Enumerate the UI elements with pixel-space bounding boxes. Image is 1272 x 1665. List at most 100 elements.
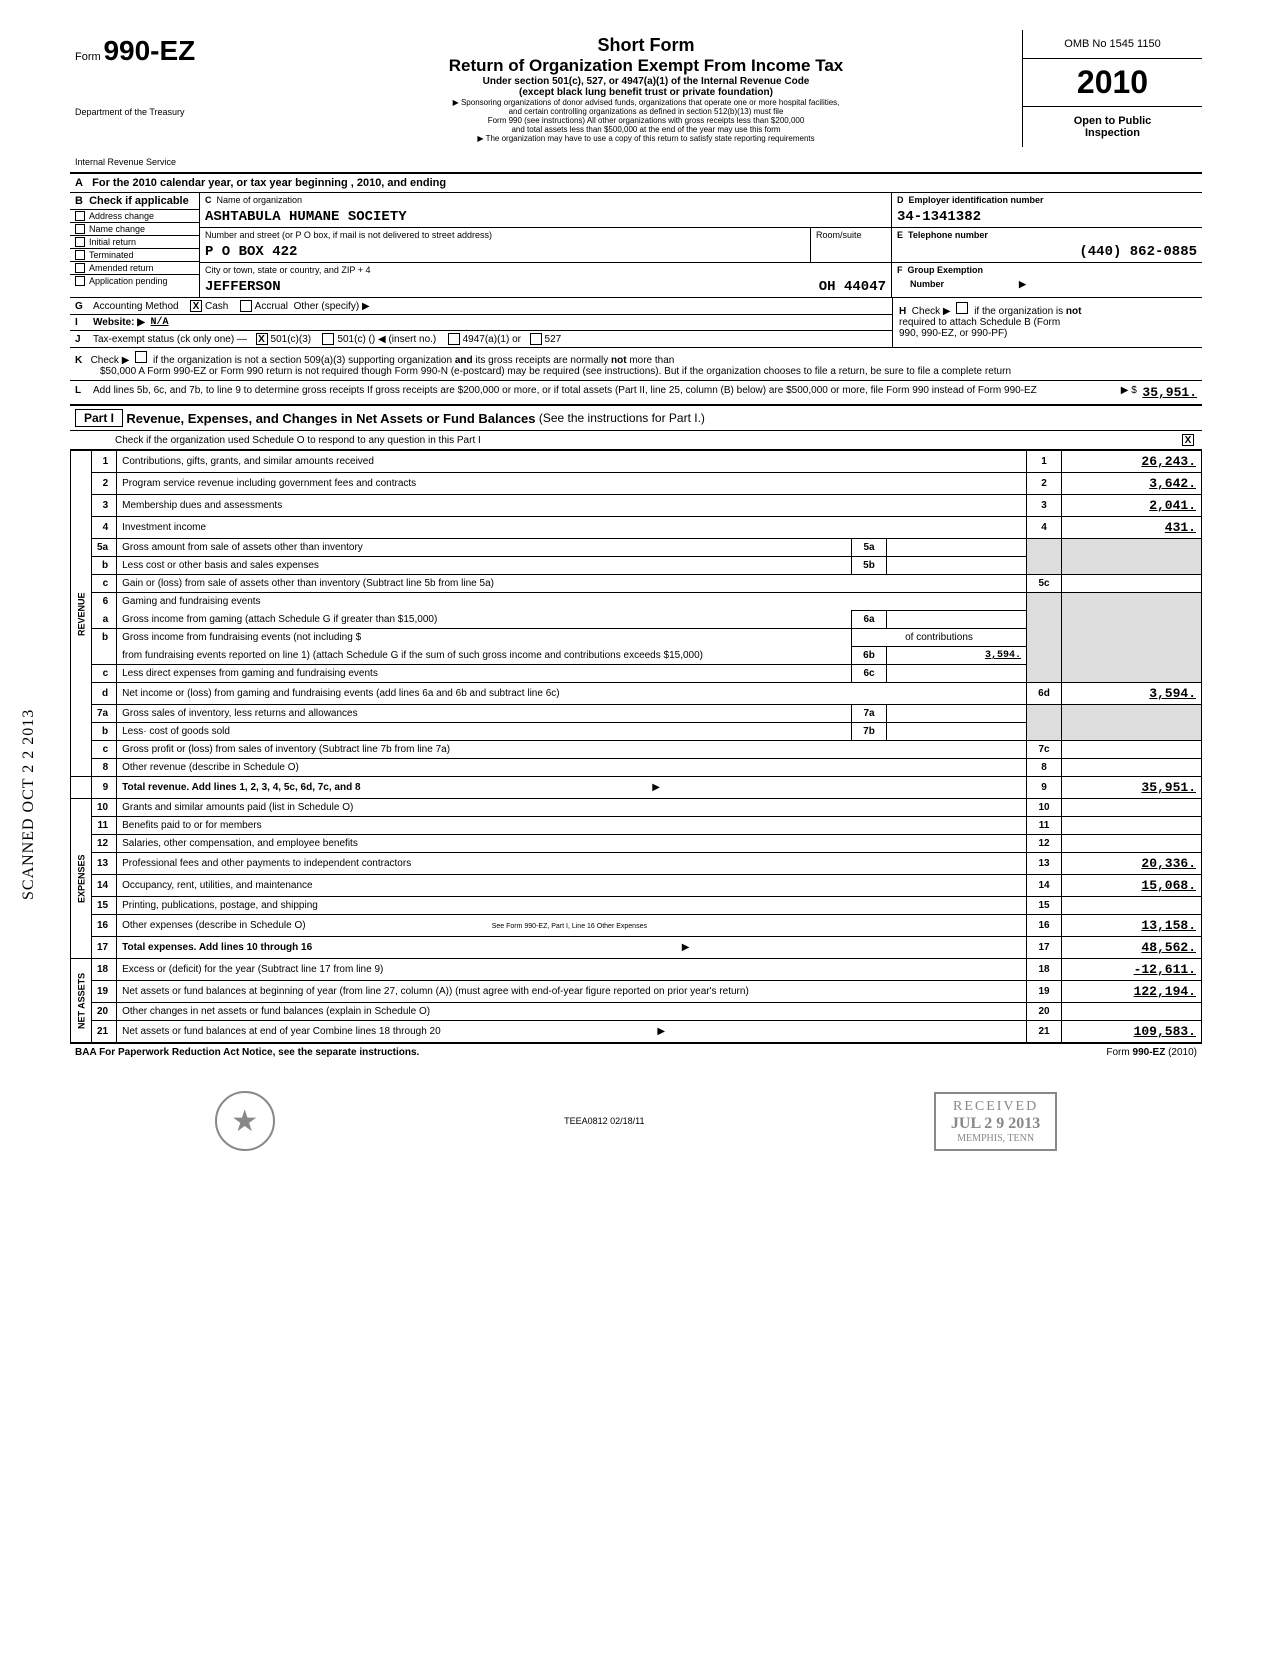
line-13-box: 13 xyxy=(1027,853,1062,875)
line-5a-box: 5a xyxy=(852,539,887,557)
line-16-note: See Form 990-EZ, Part I, Line 16 Other E… xyxy=(492,923,647,930)
shaded-6a xyxy=(1027,611,1062,629)
tax-year: 2010 xyxy=(1077,64,1148,100)
row-a: A For the 2010 calendar year, or tax yea… xyxy=(70,174,1202,193)
line-2-box: 2 xyxy=(1027,473,1062,495)
line-7a-num: 7a xyxy=(92,705,117,723)
initial-label: Initial return xyxy=(89,237,136,247)
line-11-desc: Benefits paid to or for members xyxy=(117,817,1027,835)
shaded-5a xyxy=(1027,539,1062,557)
shaded-6b1-amt xyxy=(1062,629,1202,647)
checkbox-amended[interactable] xyxy=(75,263,85,273)
line-16-desc: Other expenses (describe in Schedule O) xyxy=(122,920,305,931)
checkbox-pending[interactable] xyxy=(75,276,85,286)
accrual-label: Accrual xyxy=(255,301,288,312)
checkbox-name-change[interactable] xyxy=(75,224,85,234)
checkbox-accrual[interactable] xyxy=(240,300,252,312)
checkbox-4947[interactable] xyxy=(448,333,460,345)
checkbox-527[interactable] xyxy=(530,333,542,345)
website-value: N/A xyxy=(151,317,169,328)
shaded-5b-amt xyxy=(1062,557,1202,575)
line-9-arrow: ▶ xyxy=(652,782,660,793)
line-6a-desc: Gross income from gaming (attach Schedul… xyxy=(117,611,852,629)
line-6b-desc2: of contributions xyxy=(852,629,1027,647)
line-21-arrow: ▶ xyxy=(657,1026,665,1037)
line-3-box: 3 xyxy=(1027,495,1062,517)
line-11-amt xyxy=(1062,817,1202,835)
name-change-label: Name change xyxy=(89,224,145,234)
irs-label: Internal Revenue Service xyxy=(75,157,265,167)
row-k: K Check ▶ if the organization is not a s… xyxy=(70,348,1202,381)
checkbox-k[interactable] xyxy=(135,351,147,363)
line-17-desc: Total expenses. Add lines 10 through 16 xyxy=(122,942,312,953)
k-check: Check ▶ xyxy=(91,355,130,366)
number-label: Number xyxy=(910,279,944,289)
open-public: Open to Public xyxy=(1031,115,1194,127)
line-5a-num: 5a xyxy=(92,539,117,557)
line-6a-mid-amt xyxy=(887,611,1027,629)
website-label: Website: ▶ xyxy=(93,317,145,328)
line-18-box: 18 xyxy=(1027,959,1062,981)
assets-note: and total assets less than $500,000 at t… xyxy=(280,125,1012,134)
shaded-6c xyxy=(1027,665,1062,683)
line-14-box: 14 xyxy=(1027,875,1062,897)
checkbox-addr-change[interactable] xyxy=(75,211,85,221)
h-req2: 990, 990-EZ, or 990-PF) xyxy=(899,328,1007,339)
state-zip: OH 44047 xyxy=(814,277,891,297)
checkbox-initial[interactable] xyxy=(75,237,85,247)
shaded-6c-amt xyxy=(1062,665,1202,683)
checkbox-cash[interactable]: X xyxy=(190,300,202,312)
k-not: not xyxy=(611,355,627,366)
section-bf: B Check if applicable Address change Nam… xyxy=(70,193,1202,298)
l-amount: 35,951. xyxy=(1142,385,1197,400)
checkbox-h[interactable] xyxy=(956,302,968,314)
line-12-box: 12 xyxy=(1027,835,1062,853)
pending-label: Application pending xyxy=(89,276,168,286)
shaded-7a-amt xyxy=(1062,705,1202,723)
line-20-desc: Other changes in net assets or fund bala… xyxy=(117,1003,1027,1021)
line-9-desc: Total revenue. Add lines 1, 2, 3, 4, 5c,… xyxy=(122,782,360,793)
h-check-label: Check ▶ xyxy=(912,306,951,317)
except-trust: (except black lung benefit trust or priv… xyxy=(280,87,1012,98)
shaded-7b xyxy=(1027,723,1062,741)
line-6b-box: 6b xyxy=(852,647,887,665)
addr-change-label: Address change xyxy=(89,211,154,221)
line-6d-desc: Net income or (loss) from gaming and fun… xyxy=(117,683,1027,705)
line-11-num: 11 xyxy=(92,817,117,835)
h-not: not xyxy=(1066,306,1082,317)
ein-label: Employer identification number xyxy=(909,195,1044,205)
line-14-desc: Occupancy, rent, utilities, and maintena… xyxy=(117,875,1027,897)
line-2-amt: 3,642. xyxy=(1062,473,1202,495)
checkbox-501c3[interactable]: X xyxy=(256,333,268,345)
insert-label: ) ◀ (insert no.) xyxy=(372,334,436,345)
line-17-amt: 48,562. xyxy=(1062,937,1202,959)
line-14-num: 14 xyxy=(92,875,117,897)
baa-text: BAA For Paperwork Reduction Act Notice, … xyxy=(75,1047,419,1058)
shaded-6a-amt xyxy=(1062,611,1202,629)
h-text: if the organization is xyxy=(974,306,1063,317)
a1-label: 4947(a)(1) or xyxy=(463,334,521,345)
calendar-year-text: For the 2010 calendar year, or tax year … xyxy=(92,177,446,189)
part-i-label: Part I xyxy=(75,409,123,427)
line-16-amt: 13,158. xyxy=(1062,915,1202,937)
line-7b-num: b xyxy=(92,723,117,741)
received-stamp: RECEIVED JUL 2 9 2013 MEMPHIS, TENN xyxy=(934,1092,1057,1151)
line-8-num: 8 xyxy=(92,759,117,777)
letter-j: J xyxy=(75,334,93,345)
line-21-box: 21 xyxy=(1027,1021,1062,1043)
checkbox-501c[interactable] xyxy=(322,333,334,345)
dept-treasury: Department of the Treasury xyxy=(75,107,265,117)
line-1-box: 1 xyxy=(1027,451,1062,473)
room-label: Room/suite xyxy=(811,228,891,242)
memphis-text: MEMPHIS, TENN xyxy=(951,1133,1040,1144)
checkbox-terminated[interactable] xyxy=(75,250,85,260)
checkbox-sched-o[interactable]: X xyxy=(1182,434,1194,446)
line-19-box: 19 xyxy=(1027,981,1062,1003)
letter-e: E xyxy=(897,230,903,240)
line-6c-mid-amt xyxy=(887,665,1027,683)
street-label: Number and street (or P O box, if mail i… xyxy=(200,228,810,242)
line-20-amt xyxy=(1062,1003,1202,1021)
expenses-side-label: EXPENSES xyxy=(71,799,92,959)
star-seal-icon: ★ xyxy=(215,1091,275,1151)
line-15-desc: Printing, publications, postage, and shi… xyxy=(117,897,1027,915)
